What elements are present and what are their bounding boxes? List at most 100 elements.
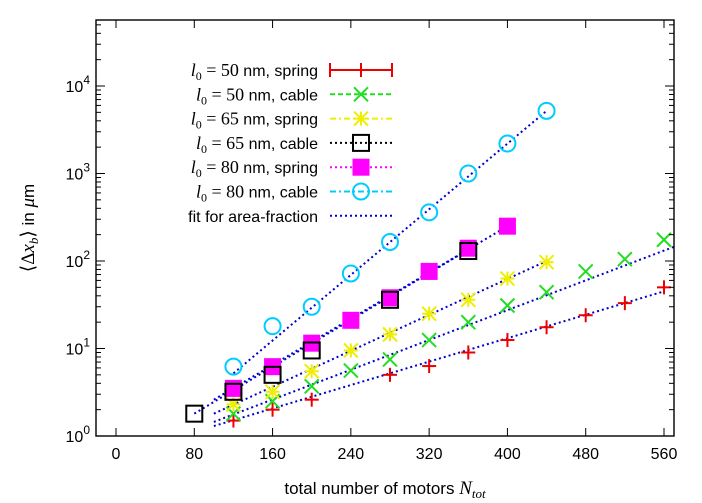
plot-frame [95, 19, 675, 437]
data-point [578, 308, 593, 323]
data-point [498, 217, 516, 235]
legend-marker [352, 158, 370, 176]
legend-label: l0 = 80 nm, cable [196, 182, 318, 205]
y-axis-title: ⟨Δxb⟩ in μm [18, 184, 41, 272]
data-point [381, 290, 399, 309]
y-tick-label: 103 [66, 161, 91, 184]
y-axis-title-close: ⟩ [18, 230, 39, 237]
data-point [422, 359, 437, 374]
x-axis-title: total number of motors Ntot [284, 478, 486, 501]
y-axis-title-sub: b [26, 237, 41, 244]
data-point [302, 297, 321, 316]
data-point [263, 365, 282, 384]
y-tick-label: 100 [66, 423, 91, 446]
legend-marker [352, 133, 370, 152]
x-axis-title-var: N [458, 478, 473, 499]
data-point [460, 292, 476, 308]
data-markers [185, 101, 672, 428]
y-axis-title-m: m [19, 184, 38, 198]
data-point [461, 345, 476, 360]
y-axis-title-mu: μ [18, 198, 39, 209]
data-point [263, 317, 282, 336]
legend-entry: l0 = 80 nm, spring [191, 157, 392, 180]
x-tick-label: 240 [338, 446, 365, 463]
data-point [617, 251, 633, 267]
legend-entry: l0 = 65 nm, cable [196, 133, 392, 156]
data-point [224, 357, 243, 376]
legend-marker [353, 86, 369, 103]
fit-line [213, 225, 508, 401]
x-axis-title-main: total number of motors [284, 479, 459, 498]
data-point [421, 305, 437, 322]
data-point [224, 379, 242, 397]
legend-entry: l0 = 50 nm, spring [191, 60, 393, 83]
x-axis-title-sub: tot [472, 486, 486, 501]
data-point [185, 404, 204, 423]
data-point [265, 402, 280, 417]
y-axis-title-unit: in [19, 208, 38, 231]
data-point [539, 320, 554, 335]
data-point [538, 254, 555, 270]
data-point [381, 232, 399, 251]
legend-entry: l0 = 50 nm, cable [196, 84, 392, 107]
data-point [460, 314, 476, 330]
data-point [538, 284, 555, 300]
data-point [343, 342, 359, 359]
y-axis-title-open: ⟨Δ [18, 253, 39, 273]
x-tick-label: 0 [112, 446, 121, 463]
y-tick-label: 104 [66, 73, 91, 96]
data-point [420, 262, 438, 280]
legend-label: l0 = 80 nm, spring [191, 157, 318, 180]
data-point [226, 413, 241, 428]
legend-label: l0 = 50 nm, cable [196, 84, 318, 107]
legend-label: l0 = 50 nm, spring [191, 60, 318, 83]
data-point [304, 378, 320, 394]
fit-line [213, 260, 547, 415]
legend-entry: fit for area-fraction [188, 209, 392, 226]
data-point [304, 363, 320, 379]
data-point [383, 367, 397, 382]
data-point [304, 392, 319, 407]
legend-label: l0 = 65 nm, cable [196, 133, 318, 156]
data-point [382, 326, 398, 343]
data-point [343, 362, 359, 379]
x-tick-label: 560 [651, 446, 678, 463]
y-tick-label: 102 [66, 248, 91, 271]
data-point [500, 333, 515, 348]
data-point [420, 203, 439, 222]
fit-line [232, 110, 548, 375]
data-point [264, 384, 281, 400]
data-point [459, 242, 478, 261]
x-tick-label: 80 [185, 446, 203, 463]
legend-marker [353, 110, 369, 127]
x-tick-label: 400 [494, 446, 521, 463]
legend-label: l0 = 65 nm, spring [191, 109, 318, 132]
data-point [656, 232, 672, 248]
fit-line [213, 290, 665, 427]
y-tick-label: 101 [66, 336, 91, 359]
legend-label: fit for area-fraction [188, 209, 318, 226]
data-point [224, 382, 243, 401]
data-point [537, 101, 556, 120]
legend-entry: l0 = 80 nm, cable [196, 182, 392, 205]
legend-marker [354, 63, 368, 77]
legend-entry: l0 = 65 nm, spring [191, 109, 392, 132]
data-point [341, 264, 360, 283]
legend-marker [352, 182, 370, 201]
x-tick-label: 160 [259, 446, 286, 463]
data-point [499, 297, 516, 314]
x-axis-ticks: 0 80 160 240 320 400 480 560 [112, 20, 678, 463]
data-point [617, 296, 632, 311]
data-point [578, 263, 594, 280]
data-point [302, 341, 321, 360]
data-point [382, 351, 398, 368]
data-point [498, 134, 517, 153]
y-axis-title-var: x [18, 244, 39, 254]
x-tick-label: 480 [572, 446, 599, 463]
data-point [459, 164, 478, 183]
y-axis-ticks: 100 101 102 103 104 [66, 24, 674, 446]
fit-line [213, 245, 674, 423]
data-point [657, 280, 671, 295]
